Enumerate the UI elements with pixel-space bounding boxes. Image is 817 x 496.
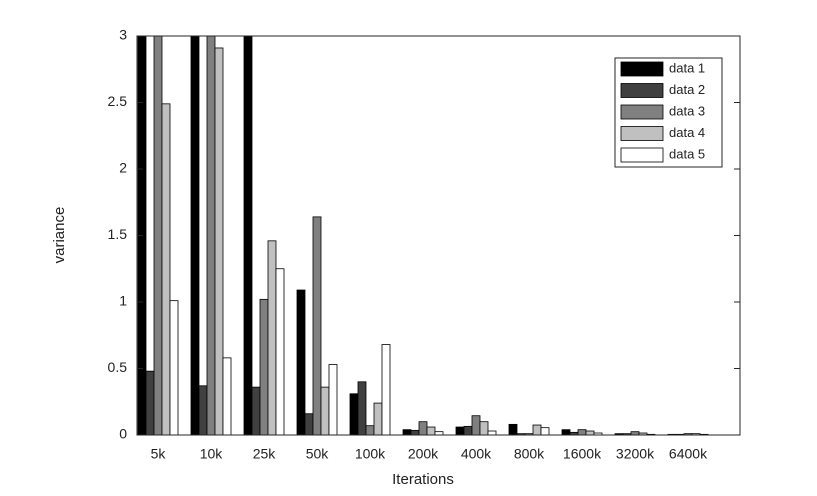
bar	[487, 430, 497, 435]
legend-swatch	[620, 126, 664, 141]
x-axis-label: Iterations	[392, 471, 454, 488]
bar	[365, 425, 375, 435]
bar	[275, 268, 285, 435]
bar	[161, 103, 171, 435]
bar	[190, 36, 200, 435]
bar	[259, 298, 269, 435]
y-tick-label: 0.5	[108, 359, 128, 375]
bar	[373, 402, 383, 435]
x-tick-label: 25k	[253, 446, 277, 462]
x-tick-label: 6400k	[669, 446, 708, 462]
x-tick-label: 5k	[151, 446, 167, 462]
x-tick-label: 800k	[514, 446, 545, 462]
y-tick-label: 2.5	[108, 93, 128, 109]
bar	[214, 47, 224, 435]
legend-label: data 5	[669, 146, 705, 161]
legend-label: data 2	[669, 82, 705, 97]
y-tick-label: 2	[119, 160, 127, 176]
bar	[463, 425, 473, 435]
bar	[532, 424, 542, 435]
bar	[328, 364, 338, 435]
bar	[593, 432, 603, 435]
bar	[296, 289, 306, 435]
bar	[222, 357, 232, 435]
x-tick-label: 3200k	[616, 446, 655, 462]
bar	[426, 426, 436, 435]
bar	[585, 430, 595, 435]
x-tick-label: 200k	[408, 446, 439, 462]
bar	[320, 386, 330, 435]
legend-label: data 3	[669, 103, 705, 118]
bar	[198, 385, 208, 435]
bar	[508, 423, 518, 435]
legend-swatch	[620, 61, 664, 77]
bar	[357, 381, 367, 435]
y-tick-label: 1	[119, 293, 127, 309]
bar	[418, 421, 428, 435]
bar	[540, 427, 550, 435]
bar	[304, 413, 314, 435]
bar	[251, 386, 261, 435]
bar	[169, 300, 179, 435]
legend-label: data 1	[669, 60, 705, 75]
legend-swatch	[620, 104, 664, 120]
x-tick-label: 100k	[355, 446, 386, 462]
bar	[206, 36, 216, 435]
x-tick-label: 50k	[306, 446, 330, 462]
bar	[455, 426, 465, 435]
bar	[410, 429, 420, 435]
bar	[577, 429, 587, 435]
legend-swatch	[620, 83, 664, 98]
legend-swatch	[620, 147, 664, 163]
legend-label: data 4	[669, 125, 705, 140]
bar	[349, 393, 359, 435]
bar	[471, 415, 481, 435]
y-tick-label: 0	[119, 426, 127, 442]
y-tick-label: 1.5	[108, 226, 128, 242]
y-axis-label: variance	[51, 207, 68, 264]
bar	[243, 36, 253, 435]
bar	[312, 216, 322, 435]
bar	[561, 429, 571, 435]
x-tick-label: 400k	[461, 446, 492, 462]
y-tick-label: 3	[119, 27, 127, 43]
x-tick-label: 1600k	[563, 446, 602, 462]
bar	[145, 370, 155, 435]
bar	[402, 429, 412, 435]
bar	[267, 240, 277, 435]
bar	[381, 344, 391, 435]
x-tick-label: 10k	[200, 446, 224, 462]
bar	[153, 36, 163, 435]
bar	[479, 421, 489, 435]
